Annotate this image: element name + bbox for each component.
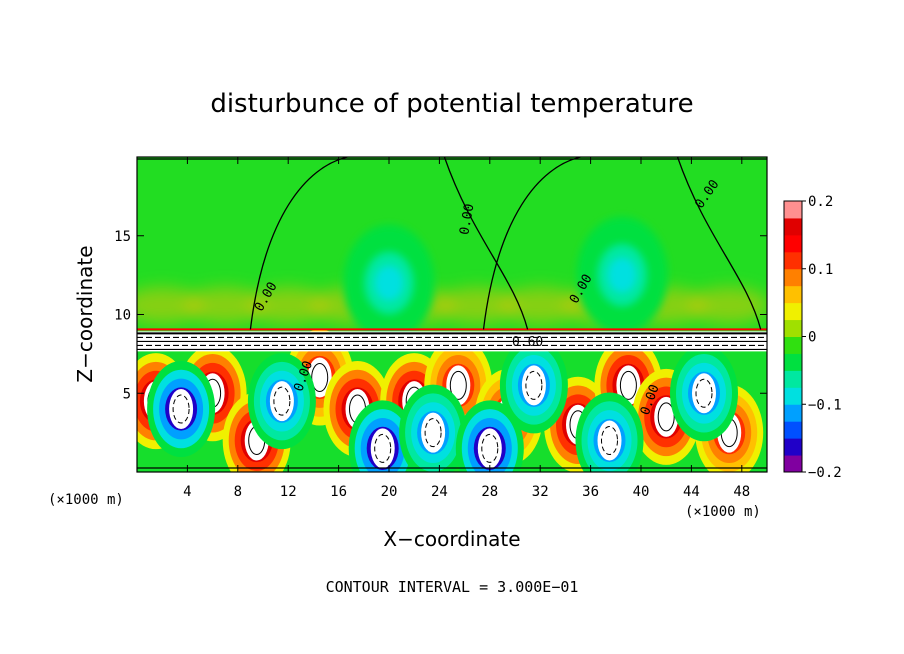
colorbar-segment [784,421,802,439]
cell-contour [481,433,499,463]
cold-cell [575,392,644,472]
chart-title: disturbunce of potential temperature [210,89,693,119]
upper-warm-patch [185,287,266,324]
x-tick-label: 40 [633,484,650,500]
contour-label: 0.00 [457,203,477,236]
colorbar-segment [784,302,802,321]
cell-contour [619,370,637,400]
colorbar-segment [784,353,802,371]
colorbar-tick-label: 0.1 [808,262,833,278]
cell-band [607,257,637,293]
cell-contour [311,363,329,392]
cold-cell [343,224,435,342]
colorbar-tick-label: −0.2 [808,465,842,481]
colorbar-segment [784,217,802,236]
cell-contour [172,394,190,424]
y-tick-label: 15 [114,229,131,245]
colorbar-segment [784,285,802,304]
cell-contour [525,370,543,400]
cold-cell [670,345,738,442]
layer-interface [137,328,767,352]
zero-contour [249,157,529,330]
cold-cell [348,400,417,472]
cell-contour [695,378,713,408]
cell-contour [273,386,291,416]
x-tick-label: 24 [431,484,448,500]
cell-contour [657,402,675,432]
upper-warm-patch [500,287,581,324]
cold-cell [247,353,316,450]
colorbar-segment [784,404,802,422]
colorbar-segment [784,201,802,219]
cold-cell [499,337,568,434]
disturbance-cells [137,216,764,472]
cell-contour [601,426,618,455]
colorbar-segment [784,268,802,287]
zero-contour [482,157,762,330]
cell-contour [374,433,392,463]
y-tick-label: 10 [114,308,131,324]
upper-warm-patch [437,287,518,324]
cold-cell [147,361,216,457]
x-axis-label: X−coordinate [383,527,520,551]
colorbar-segment [784,319,802,337]
y-tick-label: 5 [123,386,131,402]
cold-cell [399,384,468,472]
x-unit-left: (×1000 m) [48,492,124,508]
x-tick-label: 28 [481,484,498,500]
cell-contour [449,370,467,400]
colorbar-segment [784,251,802,270]
x-tick-label: 8 [234,484,242,500]
colorbar-tick-label: −0.1 [808,397,842,413]
y-axis-label: Z−coordinate [73,245,97,382]
colorbar: 0.2 0.1 0 −0.1 −0.2 [783,194,842,481]
x-tick-label: 36 [582,484,599,500]
colorbar-tick-label: 0.2 [808,194,833,210]
cell-band [374,265,404,301]
colorbar-tick-label: 0 [808,330,816,346]
x-tick-label: 32 [532,484,549,500]
colorbar-segment [784,387,802,405]
x-tick-label: 4 [183,484,191,500]
x-tick-label: 16 [330,484,347,500]
x-axis: 4 8 12 16 20 24 28 32 36 40 44 48 [183,157,750,500]
x-tick-label: 20 [381,484,398,500]
contour-label: 0.60 [512,335,543,350]
colorbar-segment [784,370,802,388]
contour-interval-note: CONTOUR INTERVAL = 3.000E−01 [326,578,579,596]
x-unit-right: (×1000 m) [685,504,761,520]
colorbar-segment [784,455,802,473]
colorbar-segment [784,234,802,253]
x-tick-label: 44 [683,484,700,500]
y-axis: 5 10 15 [114,229,767,402]
upper-warm-patch [137,287,203,324]
cold-cell [576,216,668,334]
upper-warm-patch [248,287,329,324]
contour-lines [137,157,767,469]
colorbar-segment [784,336,802,354]
x-tick-label: 48 [733,484,750,500]
cold-cell [455,400,524,472]
colorbar-segment [784,438,802,456]
plot-area: 0.000.000.000.000.600.000.00 [137,157,767,472]
x-tick-label: 12 [280,484,297,500]
cell-contour [424,418,442,448]
